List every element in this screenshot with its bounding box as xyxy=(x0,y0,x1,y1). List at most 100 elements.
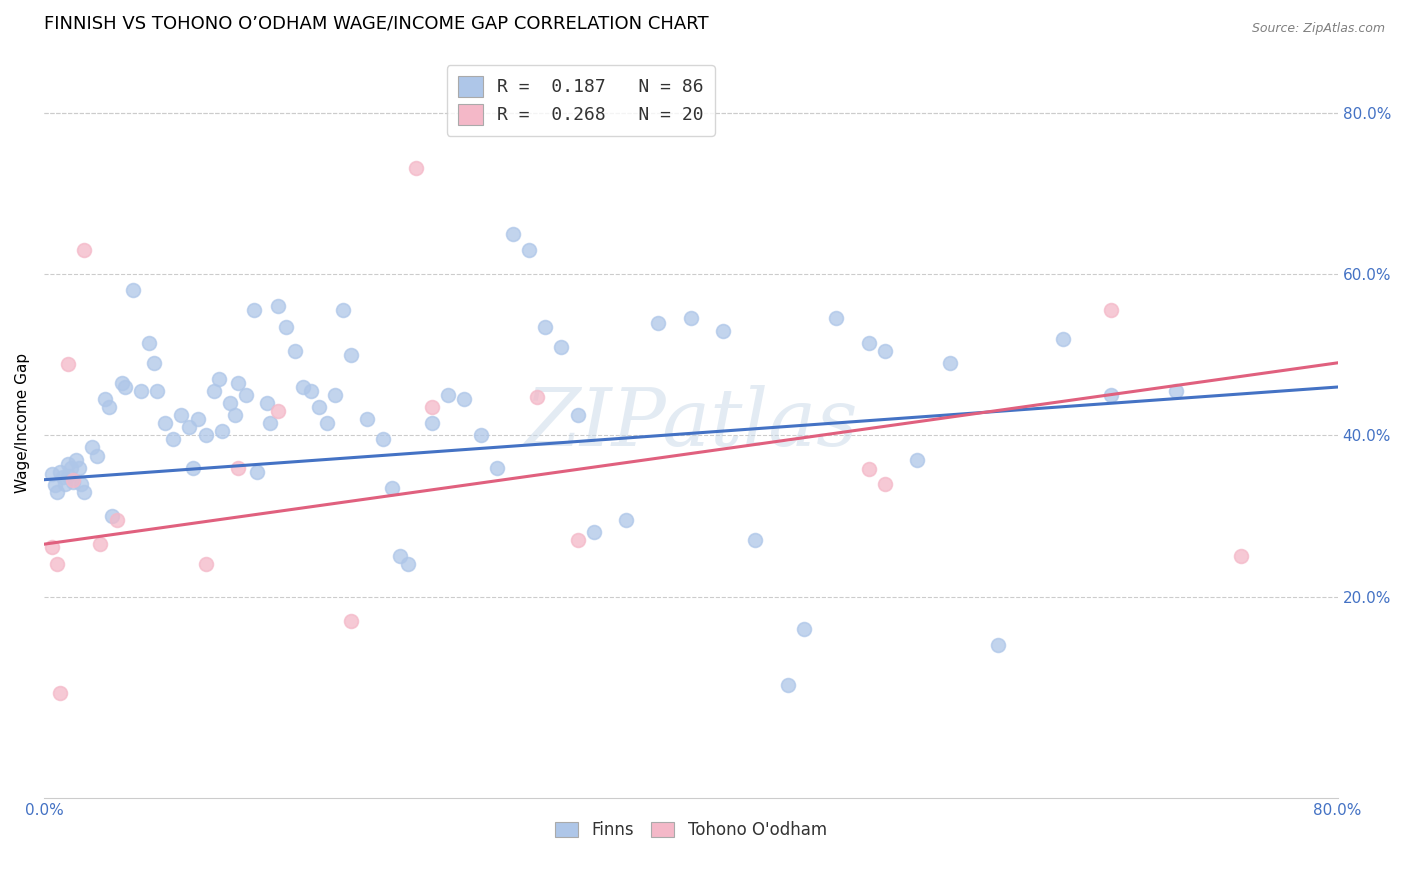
Point xyxy=(332,303,354,318)
Point xyxy=(299,384,322,398)
Point xyxy=(224,409,246,423)
Point xyxy=(711,324,734,338)
Point xyxy=(211,425,233,439)
Point xyxy=(179,420,201,434)
Point xyxy=(420,400,443,414)
Point xyxy=(582,525,605,540)
Y-axis label: Wage/Income Gap: Wage/Income Gap xyxy=(15,353,30,493)
Point xyxy=(614,513,637,527)
Point xyxy=(873,343,896,358)
Point xyxy=(114,380,136,394)
Point xyxy=(243,303,266,318)
Point xyxy=(276,319,298,334)
Point xyxy=(373,433,395,447)
Point xyxy=(138,335,160,350)
Text: ZIPatlas: ZIPatlas xyxy=(524,384,858,462)
Point xyxy=(405,161,427,175)
Point xyxy=(420,417,443,431)
Point xyxy=(52,470,75,484)
Point xyxy=(53,476,76,491)
Point xyxy=(1164,384,1187,398)
Point xyxy=(388,549,411,564)
Point xyxy=(162,433,184,447)
Point xyxy=(207,372,229,386)
Point xyxy=(1229,549,1251,564)
Point xyxy=(534,319,557,334)
Point xyxy=(526,390,548,404)
Point xyxy=(323,388,346,402)
Point xyxy=(437,388,460,402)
Point xyxy=(86,449,108,463)
Point xyxy=(308,400,330,414)
Point xyxy=(101,508,124,523)
Point xyxy=(340,348,363,362)
Point xyxy=(41,467,63,481)
Point xyxy=(858,462,880,476)
Point xyxy=(181,460,204,475)
Point xyxy=(744,533,766,548)
Point xyxy=(146,384,169,398)
Point xyxy=(502,227,524,241)
Point xyxy=(356,412,378,426)
Point xyxy=(256,396,278,410)
Point xyxy=(267,300,290,314)
Point xyxy=(129,384,152,398)
Point xyxy=(283,343,305,358)
Point xyxy=(793,622,815,636)
Point xyxy=(218,396,240,410)
Point xyxy=(226,376,249,390)
Point xyxy=(73,484,96,499)
Point xyxy=(41,540,63,554)
Point xyxy=(153,417,176,431)
Point xyxy=(73,243,96,257)
Point xyxy=(56,457,79,471)
Point xyxy=(470,428,492,442)
Point xyxy=(235,388,257,402)
Point xyxy=(69,460,91,475)
Point xyxy=(825,311,848,326)
Point xyxy=(65,452,87,467)
Point xyxy=(1052,332,1074,346)
Point xyxy=(97,400,120,414)
Text: Source: ZipAtlas.com: Source: ZipAtlas.com xyxy=(1251,22,1385,36)
Point xyxy=(70,476,93,491)
Point xyxy=(56,468,79,483)
Point xyxy=(194,428,217,442)
Point xyxy=(647,316,669,330)
Point xyxy=(567,533,589,548)
Point xyxy=(60,460,83,475)
Point xyxy=(453,392,475,406)
Text: FINNISH VS TOHONO O’ODHAM WAGE/INCOME GAP CORRELATION CHART: FINNISH VS TOHONO O’ODHAM WAGE/INCOME GA… xyxy=(44,15,709,33)
Point xyxy=(246,465,269,479)
Point xyxy=(194,558,217,572)
Point xyxy=(121,283,143,297)
Point xyxy=(94,392,117,406)
Point xyxy=(105,513,128,527)
Point xyxy=(170,409,193,423)
Point xyxy=(291,380,314,394)
Point xyxy=(62,473,84,487)
Point xyxy=(679,311,702,326)
Point xyxy=(550,340,572,354)
Point xyxy=(49,686,72,700)
Point xyxy=(316,417,339,431)
Point xyxy=(938,356,960,370)
Point xyxy=(259,417,281,431)
Point xyxy=(517,243,540,257)
Legend: Finns, Tohono O'odham: Finns, Tohono O'odham xyxy=(548,814,834,846)
Point xyxy=(110,376,132,390)
Point xyxy=(396,558,419,572)
Point xyxy=(1099,303,1122,318)
Point xyxy=(987,638,1010,652)
Point xyxy=(82,441,104,455)
Point xyxy=(267,404,290,418)
Point xyxy=(45,484,67,499)
Point xyxy=(567,409,589,423)
Point xyxy=(45,558,67,572)
Point xyxy=(226,460,249,475)
Point xyxy=(56,358,79,372)
Point xyxy=(62,475,84,490)
Point xyxy=(49,465,72,479)
Point xyxy=(142,356,165,370)
Point xyxy=(340,614,363,628)
